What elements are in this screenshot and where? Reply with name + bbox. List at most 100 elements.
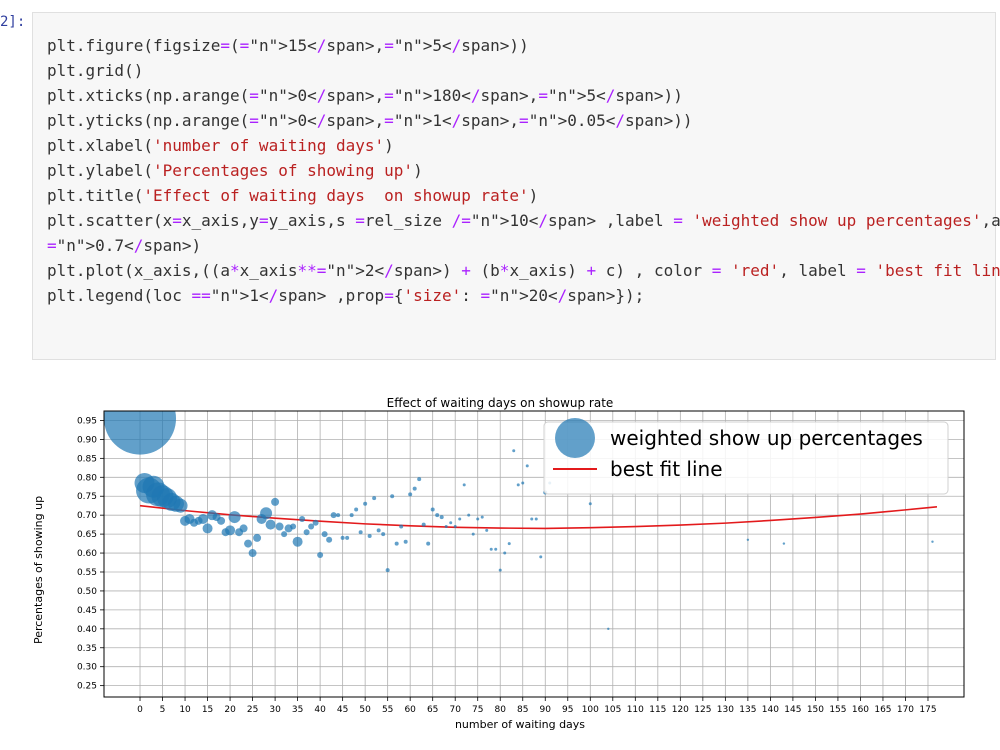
scatter-point: [363, 501, 368, 506]
y-tick-label: 0.50: [77, 587, 97, 597]
scatter-point: [303, 529, 310, 536]
x-tick-label: 45: [337, 705, 348, 715]
scatter-point: [275, 522, 284, 531]
x-tick-label: 140: [762, 705, 779, 715]
fit-line-layer: [139, 504, 938, 530]
x-tick-label: 145: [784, 705, 801, 715]
scatter-point: [521, 481, 525, 485]
code-line: plt.xlabel('number of waiting days'): [47, 136, 394, 155]
x-tick-label: 60: [404, 705, 416, 715]
scatter-point: [290, 523, 297, 530]
scatter-point: [349, 513, 354, 518]
scatter-point: [345, 535, 350, 540]
x-tick-label: 55: [382, 705, 393, 715]
scatter-point: [399, 524, 404, 529]
x-tick-label: 5: [160, 705, 166, 715]
scatter-point: [354, 507, 359, 512]
legend-scatter-marker: [555, 418, 595, 458]
scatter-point: [244, 539, 253, 548]
scatter-point: [308, 523, 315, 530]
scatter-point: [381, 532, 386, 537]
x-tick-label: 25: [247, 705, 258, 715]
x-tick-label: 0: [137, 705, 143, 715]
scatter-point: [516, 483, 520, 487]
scatter-point: [746, 538, 750, 541]
scatter-point: [367, 534, 372, 539]
x-tick-label: 110: [627, 705, 644, 715]
scatter-point: [588, 502, 592, 506]
scatter-point: [539, 555, 543, 559]
scatter-point: [503, 551, 507, 555]
scatter-point: [260, 507, 273, 520]
y-tick-label: 0.70: [77, 511, 97, 521]
x-tick-label: 35: [292, 705, 303, 715]
scatter-point: [198, 513, 209, 524]
scatter-point: [534, 517, 538, 521]
scatter-point: [104, 411, 177, 455]
code-line: plt.scatter(x=x_axis,y=y_axis,s =rel_siz…: [47, 211, 1000, 230]
x-tick-label: 90: [540, 705, 552, 715]
x-tick-label: 100: [582, 705, 599, 715]
scatter-point: [372, 496, 377, 501]
x-tick-label: 150: [807, 705, 824, 715]
scatter-point: [412, 486, 417, 491]
chart-title: Effect of waiting days on showup rate: [387, 396, 614, 410]
scatter-point: [421, 522, 426, 527]
scatter-point: [439, 515, 444, 520]
x-tick-label: 40: [314, 705, 326, 715]
scatter-point: [408, 492, 413, 497]
scatter-point: [607, 627, 610, 631]
y-tick-label: 0.80: [77, 473, 97, 483]
scatter-point: [326, 536, 333, 543]
scatter-point: [507, 542, 511, 546]
scatter-point: [494, 547, 498, 551]
code-line: plt.title('Effect of waiting days on sho…: [47, 186, 539, 205]
scatter-chart: Effect of waiting days on showup rate 0 5…: [32, 396, 965, 731]
scatter-point: [253, 533, 262, 542]
scatter-point: [512, 449, 516, 453]
x-tick-label: 50: [359, 705, 371, 715]
x-tick-label: 170: [897, 705, 914, 715]
x-axis-ticks: 0 5 10 15 20 25 30 35 40 45 50 55 60 65 70 75 80 85 90 95 10…: [137, 697, 937, 715]
y-tick-label: 0.60: [77, 549, 97, 559]
scatter-point: [292, 536, 303, 547]
scatter-point: [530, 517, 534, 521]
x-tick-label: 75: [472, 705, 483, 715]
x-tick-label: 135: [739, 705, 756, 715]
scatter-point: [435, 513, 440, 518]
y-tick-label: 0.85: [77, 454, 97, 464]
scatter-point: [225, 525, 236, 536]
code-line: plt.yticks(np.arange(="n">0</span>,="n">…: [47, 111, 693, 130]
scatter-point: [403, 539, 408, 544]
scatter-point: [426, 541, 431, 546]
cell-prompt: 2]:: [0, 14, 26, 30]
x-tick-label: 65: [427, 705, 438, 715]
x-tick-label: 20: [224, 705, 236, 715]
x-tick-label: 130: [717, 705, 734, 715]
scatter-point: [449, 521, 453, 525]
legend-label-line: best fit line: [610, 457, 723, 481]
code-editor[interactable]: plt.figure(figsize=(="n">15</span>,="n">…: [47, 33, 1000, 308]
scatter-point: [321, 531, 328, 538]
x-tick-label: 85: [517, 705, 528, 715]
scatter-point: [525, 464, 529, 468]
scatter-point: [489, 547, 493, 551]
y-axis-ticks: 0.25 0.30 0.35 0.40 0.45 0.50 0.55 0.60 0.65 0.70…: [77, 416, 104, 692]
code-line: plt.xticks(np.arange(="n">0</span>,="n">…: [47, 86, 683, 105]
legend-box: [543, 421, 949, 495]
x-tick-label: 105: [604, 705, 621, 715]
y-tick-label: 0.45: [77, 606, 97, 616]
legend: weighted show up percentages best fit li…: [543, 418, 949, 495]
scatter-point: [239, 524, 248, 533]
scatter-point: [271, 497, 280, 506]
code-cell[interactable]: plt.figure(figsize=(="n">15</span>,="n">…: [32, 12, 1000, 360]
plot-frame: [103, 410, 965, 698]
scatter-point: [430, 507, 435, 512]
x-tick-label: 30: [269, 705, 281, 715]
scatter-point: [462, 483, 466, 487]
scatter-point: [453, 525, 457, 529]
y-tick-label: 0.90: [77, 435, 97, 445]
scatter-point: [358, 530, 363, 535]
x-tick-label: 10: [179, 705, 191, 715]
x-tick-label: 70: [449, 705, 461, 715]
